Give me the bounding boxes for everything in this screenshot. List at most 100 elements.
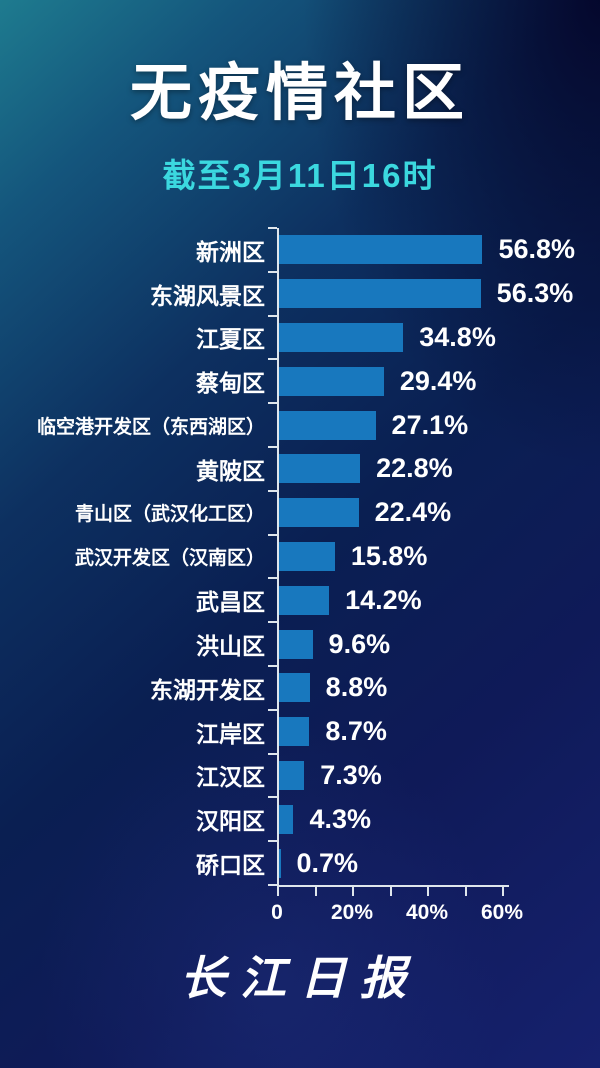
bar-wrap: 8.7% — [278, 710, 600, 754]
category-label: 临空港开发区（东西湖区） — [36, 416, 265, 438]
category-label: 江汉区 — [196, 764, 265, 791]
value-label: 29.4% — [399, 365, 477, 396]
category-label: 江岸区 — [196, 720, 265, 747]
chart-row: 东湖风景区 56.3% — [0, 272, 600, 316]
chart-row: 武汉开发区（汉南区） 15.8% — [0, 535, 600, 579]
y-tick — [268, 884, 277, 886]
bar-wrap: 29.4% — [278, 359, 600, 403]
chart-row: 东湖开发区 8.8% — [0, 666, 600, 710]
x-tick-label: 40% — [405, 901, 449, 924]
value-label: 7.3% — [320, 759, 382, 790]
y-tick — [268, 270, 277, 273]
chart-row: 江夏区 34.8% — [0, 316, 600, 360]
x-tick — [352, 887, 354, 896]
category-label: 洪山区 — [196, 633, 265, 660]
value-label: 15.8% — [350, 540, 428, 571]
bar-wrap: 7.3% — [278, 754, 600, 798]
bar-wrap: 15.8% — [278, 535, 600, 579]
x-tick — [464, 887, 467, 896]
x-axis: 0 20% 40% 60% — [271, 885, 600, 945]
bar — [278, 804, 294, 834]
bar-wrap: 56.3% — [278, 272, 600, 316]
x-tick — [502, 887, 504, 896]
bar — [278, 673, 310, 703]
chart-row: 江汉区 7.3% — [0, 754, 600, 798]
chart-rows: 新洲区 56.8% 东湖风景区 56.3% 江夏区 34.8% 蔡甸区 29.4% 临空港开发区… — [0, 228, 600, 885]
bar — [278, 498, 359, 528]
y-tick — [268, 577, 277, 580]
value-label: 22.4% — [374, 497, 452, 528]
y-tick — [268, 752, 277, 755]
x-tick-label: 0 — [271, 901, 283, 924]
value-label: 27.1% — [391, 409, 469, 440]
bar-wrap: 8.8% — [278, 666, 600, 710]
y-tick — [268, 314, 277, 317]
bar-wrap: 9.6% — [278, 622, 600, 666]
y-tick — [268, 840, 277, 843]
y-tick — [268, 796, 277, 799]
bar — [278, 410, 376, 440]
bar — [278, 717, 310, 747]
bar — [278, 235, 483, 265]
bar — [278, 760, 305, 790]
chart-subtitle-date: 截至3月11日16时 — [162, 157, 438, 194]
bar-chart: 新洲区 56.8% 东湖风景区 56.3% 江夏区 34.8% 蔡甸区 29.4% 临空港开发区… — [0, 227, 600, 886]
x-tick — [389, 887, 392, 896]
x-tick-label: 60% — [480, 901, 524, 924]
bar-wrap: 34.8% — [278, 316, 600, 360]
bar — [278, 366, 384, 396]
chart-row: 临空港开发区（东西湖区） 27.1% — [0, 403, 600, 447]
chart-row: 青山区（武汉化工区） 22.4% — [0, 491, 600, 535]
bar-wrap: 56.8% — [278, 228, 600, 272]
bar-wrap: 22.8% — [278, 447, 600, 491]
x-axis-line — [277, 885, 509, 887]
chart-row: 新洲区 56.8% — [0, 228, 600, 272]
y-tick — [268, 227, 277, 229]
bar — [278, 454, 361, 484]
category-label: 武昌区 — [196, 589, 265, 616]
value-label: 4.3% — [309, 803, 372, 834]
category-label: 汉阳区 — [196, 808, 265, 835]
bar-wrap: 0.7% — [278, 841, 600, 885]
category-label: 江夏区 — [196, 326, 265, 353]
value-label: 9.6% — [328, 628, 391, 659]
x-tick-label: 20% — [330, 901, 374, 924]
y-axis-line — [277, 228, 279, 886]
chart-row: 硚口区 0.7% — [0, 841, 600, 885]
value-label: 8.7% — [325, 716, 387, 747]
bar-wrap: 4.3% — [278, 797, 600, 841]
chart-row: 洪山区 9.6% — [0, 622, 600, 666]
chart-row: 汉阳区 4.3% — [0, 797, 600, 841]
value-label: 56.3% — [496, 278, 574, 309]
category-label: 新洲区 — [196, 238, 265, 265]
bar-wrap: 14.2% — [278, 578, 600, 622]
y-tick — [268, 446, 277, 448]
x-tick — [314, 887, 317, 896]
category-label: 东湖风景区 — [150, 282, 265, 309]
chart-row: 武昌区 14.2% — [0, 578, 600, 622]
bar-wrap: 22.4% — [278, 491, 600, 535]
category-label: 东湖开发区 — [150, 676, 265, 703]
changjiang-daily-logo: 长江日报 — [180, 951, 420, 1005]
chart-row: 江岸区 8.7% — [0, 710, 600, 754]
category-label: 蔡甸区 — [196, 370, 265, 397]
y-tick — [268, 708, 277, 711]
y-tick — [268, 665, 277, 667]
chart-row: 黄陂区 22.8% — [0, 447, 600, 491]
y-tick — [268, 402, 277, 405]
x-tick — [427, 887, 429, 896]
value-label: 56.8% — [498, 234, 576, 265]
bar — [278, 541, 335, 571]
bar — [278, 322, 404, 352]
bar — [278, 279, 481, 309]
value-label: 0.7% — [296, 847, 359, 878]
value-label: 34.8% — [419, 321, 496, 352]
value-label: 22.8% — [376, 453, 453, 484]
category-label: 黄陂区 — [196, 457, 265, 484]
value-label: 14.2% — [345, 584, 422, 615]
y-tick — [268, 489, 277, 492]
bar-wrap: 27.1% — [278, 403, 600, 447]
page-title: 无疫情社区 — [129, 59, 470, 128]
y-tick — [268, 358, 277, 361]
bar — [278, 848, 281, 878]
